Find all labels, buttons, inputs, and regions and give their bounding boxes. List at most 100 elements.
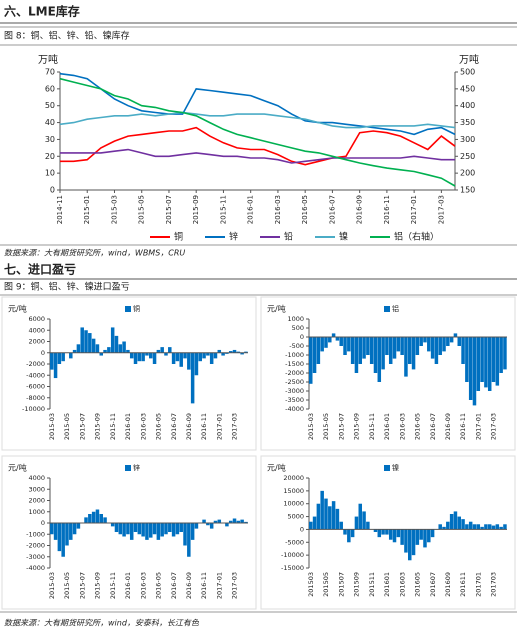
bar: [396, 529, 401, 538]
bar: [369, 337, 374, 364]
x-tick-label: 2017-03: [231, 413, 239, 440]
y-tick-label: 350: [460, 118, 475, 127]
bar: [350, 337, 355, 364]
bar: [316, 503, 321, 530]
bar: [335, 337, 340, 341]
legend-label: 铝（右轴）: [394, 231, 439, 243]
bar: [103, 349, 107, 353]
bar: [221, 352, 225, 356]
x-tick-label: 2015-05: [322, 413, 330, 440]
bar: [107, 347, 111, 353]
bar: [328, 506, 332, 530]
y-tick-label: 6000: [28, 315, 45, 323]
y-tick-label: 0: [300, 333, 304, 341]
bar: [487, 524, 492, 530]
x-tick-label: 2017-01: [474, 413, 482, 440]
bar: [453, 511, 458, 530]
series-line: [59, 111, 456, 129]
bar: [415, 529, 420, 545]
bar: [53, 523, 58, 540]
bar: [362, 511, 366, 530]
bar: [350, 529, 355, 538]
x-tick-label: 2015-07: [165, 195, 173, 224]
x-tick-label: 2015-01: [83, 195, 91, 224]
y-tick-label: -2000: [285, 369, 304, 377]
bar: [175, 352, 180, 362]
bar: [503, 524, 507, 530]
bar: [449, 337, 454, 343]
bar: [309, 521, 313, 530]
bar: [88, 514, 92, 523]
legend-label: 镍: [339, 231, 348, 243]
x-tick-label: 2015-09: [94, 413, 102, 440]
bar: [171, 523, 176, 537]
y-tick-label: 3000: [28, 485, 45, 493]
bar: [377, 337, 382, 382]
x-tick-label: 2016-03: [139, 572, 147, 599]
y-tick-label: 20000: [283, 474, 304, 482]
bar: [484, 337, 488, 388]
y-axis-label: 元/吨: [267, 463, 286, 473]
bar: [99, 352, 104, 356]
x-tick-label: 201505: [322, 572, 330, 597]
bar: [228, 351, 233, 353]
x-tick-label: 2015-11: [219, 195, 227, 224]
bar: [438, 524, 442, 530]
bar: [209, 523, 214, 529]
bar: [385, 337, 389, 355]
bar: [427, 529, 431, 543]
bar: [156, 523, 161, 540]
bar: [122, 523, 126, 537]
bar: [183, 523, 187, 546]
x-tick-label: 2015-07: [337, 413, 345, 440]
bar: [69, 523, 73, 540]
bar: [312, 337, 317, 373]
bar: [461, 519, 465, 530]
x-tick-label: 2016-01: [124, 413, 132, 440]
bar: [331, 333, 336, 337]
bar: [366, 337, 370, 355]
bar: [491, 337, 496, 382]
legend-swatch: [384, 465, 390, 471]
bar: [324, 337, 328, 348]
bar: [347, 529, 351, 543]
bar: [179, 352, 183, 367]
bar: [141, 523, 145, 537]
x-tick-label: 2016-07: [429, 413, 437, 440]
bar: [453, 333, 458, 337]
bar: [434, 337, 439, 364]
bar: [377, 529, 382, 538]
bar: [149, 523, 153, 538]
bar: [457, 516, 462, 530]
bar: [164, 352, 168, 356]
bar: [339, 337, 343, 346]
bar: [354, 337, 359, 373]
x-tick-label: 2015-11: [109, 572, 117, 599]
bar: [411, 337, 416, 370]
x-tick-label: 2016-11: [200, 572, 208, 599]
x-tick-label: 2015-07: [78, 413, 86, 440]
y-tick-label: -3000: [285, 387, 304, 395]
bar: [404, 529, 408, 553]
y-tick-label: -4000: [26, 371, 45, 379]
y-tick-label: 30: [45, 135, 55, 144]
x-tick-label: 2015-03: [110, 195, 118, 224]
bar: [465, 524, 469, 530]
bar: [442, 526, 446, 530]
bar: [476, 337, 481, 391]
series-line: [60, 148, 455, 164]
bar: [103, 517, 107, 523]
legend-label: 锌: [133, 463, 140, 472]
bar: [476, 524, 481, 530]
bar: [468, 337, 473, 400]
bar: [408, 337, 412, 364]
x-tick-label: 201607: [429, 572, 437, 597]
bar: [419, 529, 423, 540]
bar: [179, 523, 183, 532]
bar: [61, 523, 65, 557]
y-tick-label: 50: [45, 101, 55, 110]
bar: [225, 523, 229, 527]
legend-swatch: [384, 306, 390, 312]
